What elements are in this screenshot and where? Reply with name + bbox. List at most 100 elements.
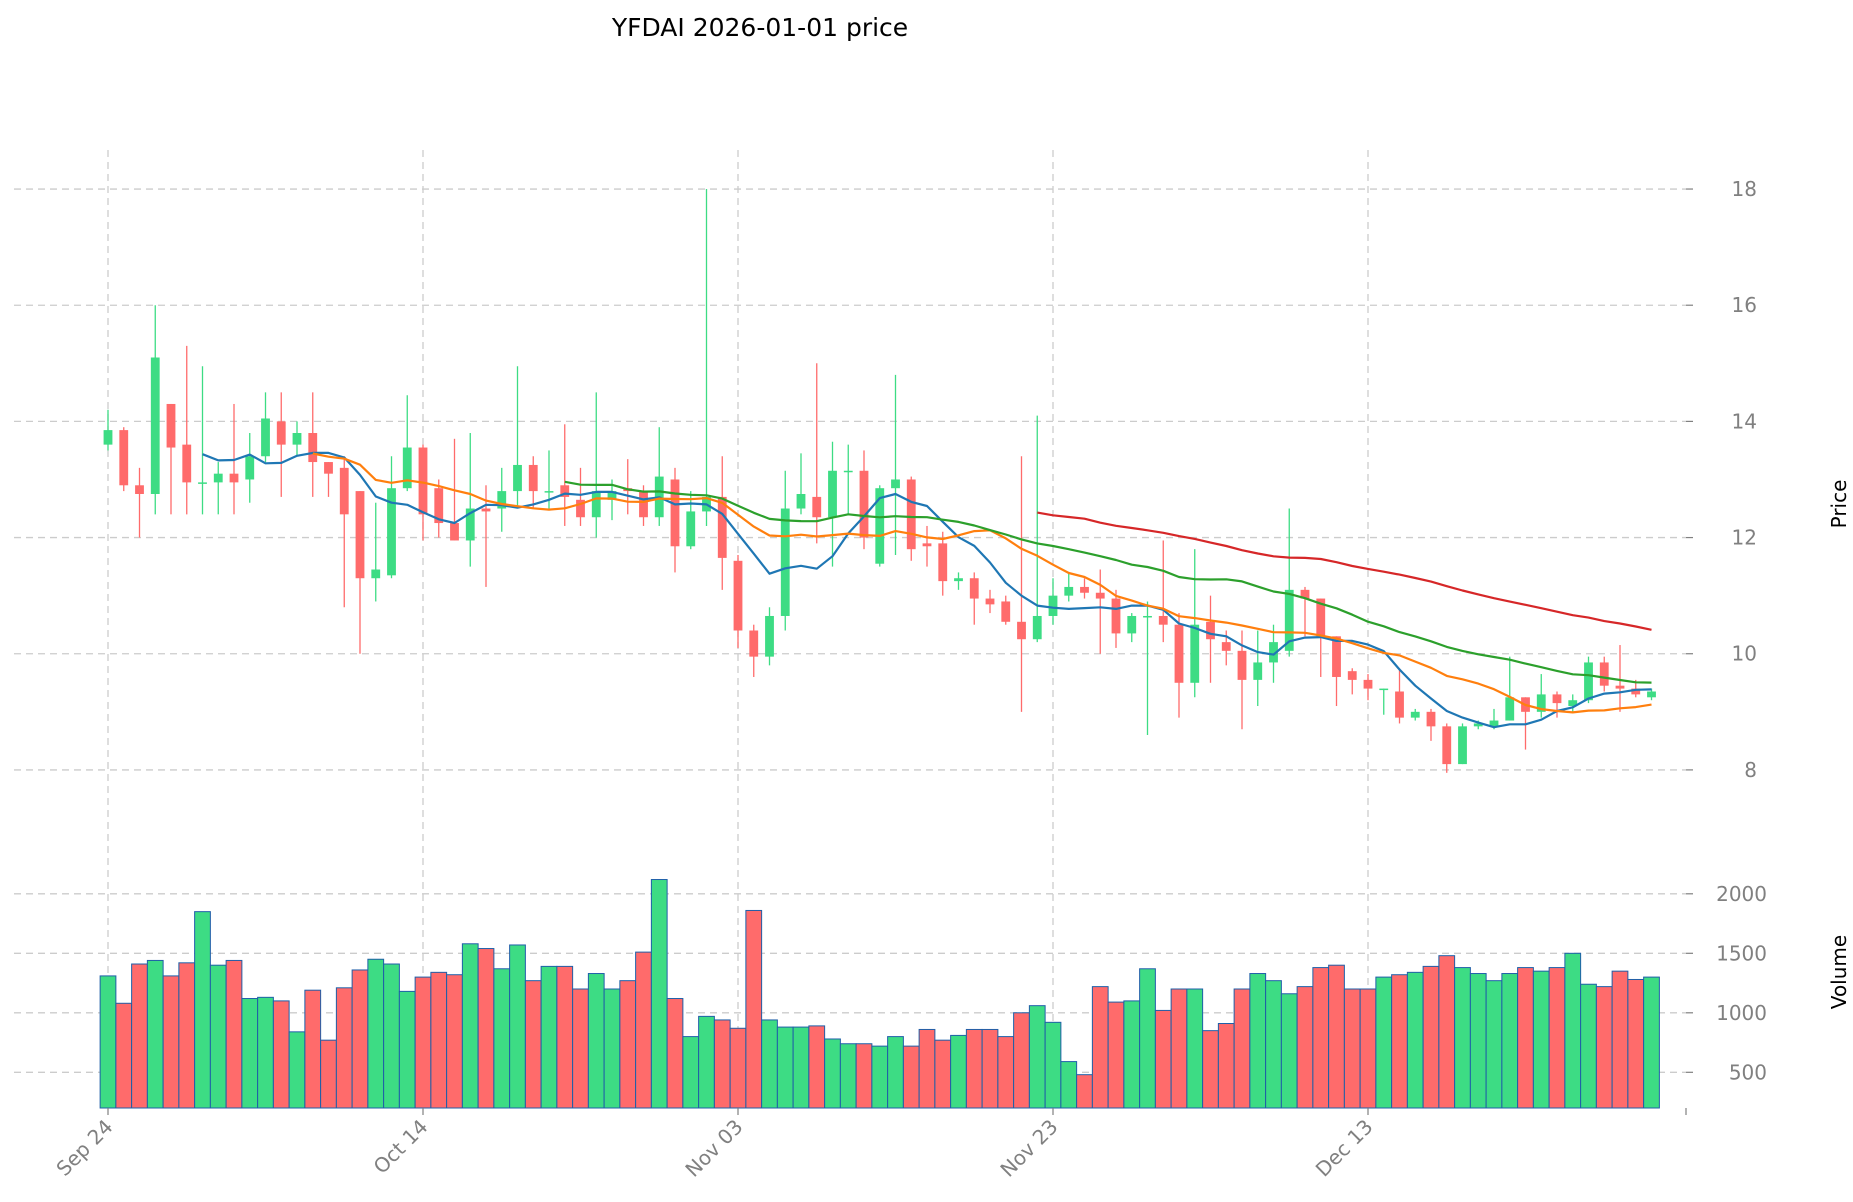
candle-body <box>828 470 837 518</box>
price-tick-label: 8 <box>1744 758 1757 782</box>
volume-bar <box>556 965 574 1109</box>
volume-bar <box>1643 976 1660 1109</box>
volume-bar <box>887 1036 904 1109</box>
volume-bar <box>650 879 668 1109</box>
candle-body <box>292 433 302 445</box>
volume-bar <box>1123 1000 1141 1109</box>
ma-line-ma30 <box>564 480 1652 684</box>
volume-bar <box>225 959 243 1109</box>
volume-bar <box>824 1038 841 1109</box>
volume-bar <box>808 1025 826 1109</box>
volume-bar <box>1438 955 1456 1109</box>
volume-bar <box>1044 1021 1062 1109</box>
volume-bar <box>1233 988 1251 1109</box>
volume-axis-label: Volume <box>1827 935 1851 1009</box>
volume-bar <box>792 1026 810 1109</box>
candle-body <box>166 403 176 448</box>
candle-body <box>150 357 160 494</box>
candle-body <box>387 488 396 576</box>
volume-bar <box>1406 971 1424 1109</box>
candle-body <box>513 464 522 492</box>
volume-bar <box>414 976 432 1109</box>
candle-body <box>1316 598 1326 637</box>
volume-bar <box>934 1039 952 1109</box>
candle-body <box>954 578 963 582</box>
volume-bar <box>761 1019 778 1109</box>
candle-body <box>1647 691 1656 698</box>
candle-body <box>780 508 790 616</box>
candle-body <box>1363 679 1373 689</box>
volume-bar <box>493 968 511 1109</box>
candle-body <box>796 494 806 509</box>
volume-bar <box>1627 978 1645 1109</box>
price-tick-label: 10 <box>1732 642 1757 666</box>
chart-title: YFDAI 2026-01-01 price <box>611 13 908 42</box>
volume-bar <box>351 969 369 1109</box>
volume-tick-label: 2000 <box>1716 882 1767 906</box>
candle-body <box>985 598 995 605</box>
volume-bar <box>1217 1023 1235 1109</box>
price-tick-label: 18 <box>1732 177 1757 201</box>
volume-bar <box>981 1028 999 1109</box>
candle-body <box>717 496 727 558</box>
candle-body <box>1080 586 1089 593</box>
volume-bar <box>1265 980 1282 1109</box>
volume-tick-label: 1500 <box>1716 941 1767 965</box>
candle-body <box>355 491 365 579</box>
candle-body <box>371 569 381 579</box>
candle-body <box>1568 700 1578 707</box>
volume-bar <box>855 1043 873 1109</box>
date-tick-label: Nov 23 <box>995 1115 1062 1182</box>
candle-body <box>497 491 507 509</box>
volume-bar <box>99 975 117 1109</box>
candle-body <box>1379 688 1389 691</box>
candle-body <box>1599 662 1609 686</box>
candle-body <box>1615 685 1625 689</box>
price-axis-label: Price <box>1827 480 1851 529</box>
volume-bar <box>241 998 259 1109</box>
volume-bar <box>1343 988 1361 1109</box>
candle-body <box>481 508 491 512</box>
volume-bar <box>1485 980 1503 1109</box>
volume-bar <box>713 1019 731 1109</box>
candle-body <box>229 473 239 483</box>
volume-bar <box>1611 970 1629 1109</box>
candle-body <box>1536 694 1546 712</box>
candle-body <box>528 464 538 492</box>
candle-body <box>938 543 948 582</box>
volume-bar <box>1296 986 1314 1109</box>
candle-body <box>1332 636 1341 677</box>
volume-bar <box>1469 973 1487 1109</box>
candle-body <box>969 578 979 599</box>
candle-body <box>1458 726 1467 765</box>
volume-bar <box>918 1028 936 1109</box>
volume-bar <box>288 1031 306 1109</box>
candle-body <box>560 485 570 497</box>
volume-bar <box>902 1045 920 1109</box>
candle-body <box>198 482 207 484</box>
candle-body <box>733 560 743 631</box>
volume-bar <box>524 980 542 1109</box>
candle-body <box>1174 624 1184 683</box>
candle-body <box>261 418 270 457</box>
volume-bar <box>635 951 652 1109</box>
volume-bar <box>509 944 526 1109</box>
candle-body <box>402 447 412 489</box>
candle-body <box>1552 694 1562 704</box>
volume-bar <box>1391 974 1408 1109</box>
candle-body <box>1127 615 1137 634</box>
volume-bar <box>1280 993 1298 1109</box>
volume-bar <box>320 1039 337 1109</box>
volume-bar <box>1249 973 1267 1109</box>
volume-bar <box>398 990 416 1109</box>
candle-body <box>1048 595 1058 616</box>
candle-body <box>1190 624 1200 683</box>
candle-body <box>1473 723 1483 727</box>
volume-bar <box>335 987 353 1109</box>
candle-body <box>1095 592 1105 599</box>
volume-bar <box>1501 973 1519 1109</box>
volume-bar <box>461 943 479 1109</box>
price-tick-label: 12 <box>1732 526 1757 550</box>
volume-bar <box>682 1036 700 1109</box>
volume-tick-label: 1000 <box>1716 1001 1767 1025</box>
